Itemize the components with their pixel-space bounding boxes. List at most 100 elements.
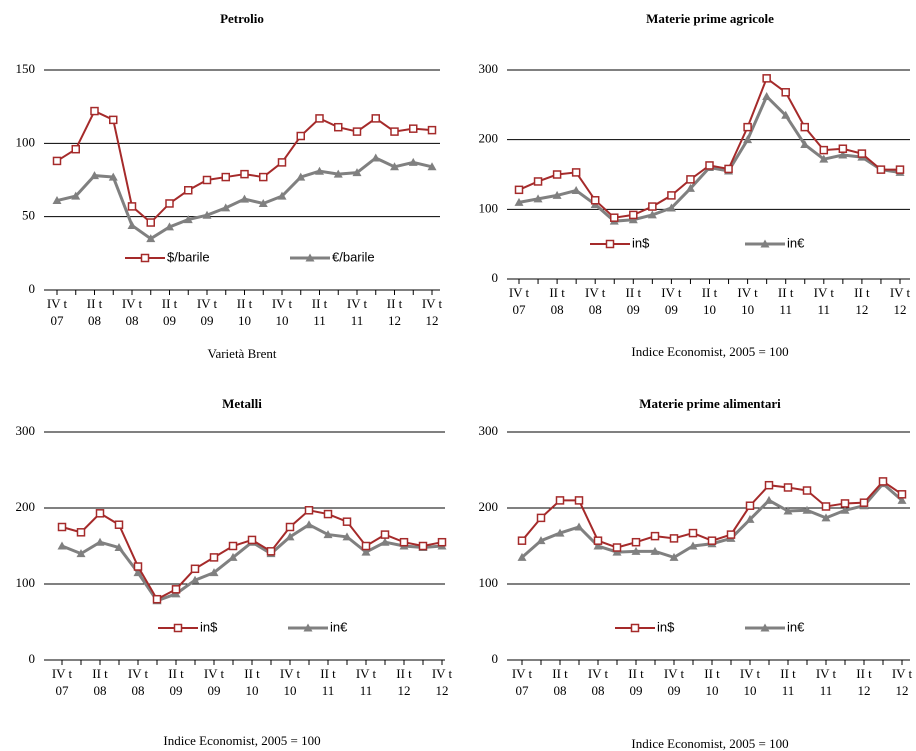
data-point — [764, 495, 774, 504]
data-point — [90, 106, 99, 116]
data-point — [352, 127, 362, 136]
data-point — [800, 140, 810, 149]
data-point — [114, 543, 124, 552]
x-tick-label: IV t 08 — [585, 285, 606, 317]
data-point — [108, 172, 118, 181]
series-line — [56, 109, 433, 224]
data-point — [743, 135, 753, 144]
data-point — [228, 552, 238, 561]
x-tick-label: IV t 09 — [203, 666, 225, 698]
data-point — [323, 530, 333, 539]
legend-label: in€ — [330, 619, 348, 634]
data-point — [610, 213, 619, 222]
data-point — [133, 568, 143, 577]
data-point — [840, 505, 850, 514]
x-tick-label: IV t 08 — [127, 666, 149, 698]
data-point — [667, 191, 676, 200]
data-point — [240, 194, 249, 203]
data-point — [555, 528, 565, 537]
legend-marker — [760, 623, 770, 632]
data-point — [840, 499, 850, 508]
data-point — [838, 150, 848, 159]
data-point — [821, 502, 831, 511]
data-point — [574, 522, 584, 531]
data-point — [202, 175, 212, 185]
data-point — [361, 541, 371, 551]
y-tick-label: 100 — [16, 575, 36, 590]
legend-marker — [173, 623, 183, 633]
data-point — [800, 122, 809, 132]
legend-label: in€ — [787, 619, 805, 634]
legend-marker — [303, 623, 313, 632]
x-tick-label: IV t 09 — [661, 285, 682, 317]
data-point — [437, 537, 447, 547]
x-tick-label: II t 10 — [236, 296, 253, 328]
data-point — [802, 486, 812, 495]
x-tick-label: IV t 12 — [421, 296, 443, 328]
data-point — [762, 74, 771, 83]
x-axis-note: Indice Economist, 2005 = 100 — [163, 733, 320, 748]
data-point — [612, 543, 622, 552]
data-point — [296, 131, 305, 141]
x-tick-label: II t 09 — [628, 666, 644, 698]
legend-marker — [605, 239, 615, 249]
data-point — [133, 562, 143, 571]
data-point — [819, 145, 829, 155]
x-tick-label: II t 08 — [552, 666, 568, 698]
x-tick-label: II t 09 — [161, 296, 178, 328]
data-point — [552, 170, 562, 179]
data-point — [240, 169, 249, 179]
data-point — [183, 215, 193, 224]
y-tick-label: 100 — [16, 134, 36, 149]
data-point — [184, 186, 193, 195]
data-point — [409, 124, 418, 133]
data-point — [190, 575, 200, 584]
y-tick-label: 0 — [492, 651, 499, 666]
data-point — [648, 202, 657, 211]
data-point — [666, 203, 676, 212]
data-point — [859, 498, 869, 507]
x-tick-label: II t 09 — [625, 285, 642, 317]
data-point — [190, 564, 200, 574]
data-point — [650, 546, 660, 555]
data-point — [536, 536, 546, 545]
data-point — [629, 210, 638, 220]
data-point — [514, 197, 524, 206]
data-point — [552, 190, 562, 199]
data-point — [533, 194, 543, 203]
x-axis-note: Varietà Brent — [208, 346, 277, 361]
data-point — [555, 496, 565, 505]
y-tick-label: 50 — [22, 208, 35, 223]
data-point — [517, 536, 527, 545]
x-tick-label: II t 12 — [856, 666, 872, 698]
data-point — [688, 541, 698, 550]
data-point — [399, 537, 409, 547]
data-point — [783, 506, 793, 515]
x-tick-label: II t 12 — [854, 285, 870, 317]
data-point — [221, 203, 231, 212]
y-tick-label: 300 — [479, 423, 499, 438]
x-tick-label: II t 11 — [320, 666, 336, 698]
data-point — [247, 535, 257, 545]
x-tick-label: II t 09 — [168, 666, 184, 698]
y-tick-label: 300 — [16, 423, 36, 438]
x-tick-label: IV t 10 — [279, 666, 301, 698]
legend-label: €/barile — [332, 249, 375, 264]
data-point — [109, 115, 118, 125]
y-tick-label: 150 — [16, 61, 36, 76]
data-point — [146, 234, 156, 243]
data-point — [895, 165, 905, 174]
data-point — [669, 534, 679, 543]
data-point — [277, 158, 287, 167]
x-tick-label: II t 08 — [549, 285, 565, 317]
y-tick-label: 100 — [479, 200, 499, 215]
data-point — [114, 520, 124, 529]
data-point — [380, 537, 390, 546]
x-tick-label: IV t 11 — [813, 285, 834, 317]
data-point — [323, 509, 333, 519]
data-point — [95, 537, 105, 546]
data-point — [76, 528, 86, 537]
data-point — [76, 549, 86, 558]
data-point — [277, 191, 287, 200]
x-tick-label: II t 08 — [86, 296, 103, 328]
